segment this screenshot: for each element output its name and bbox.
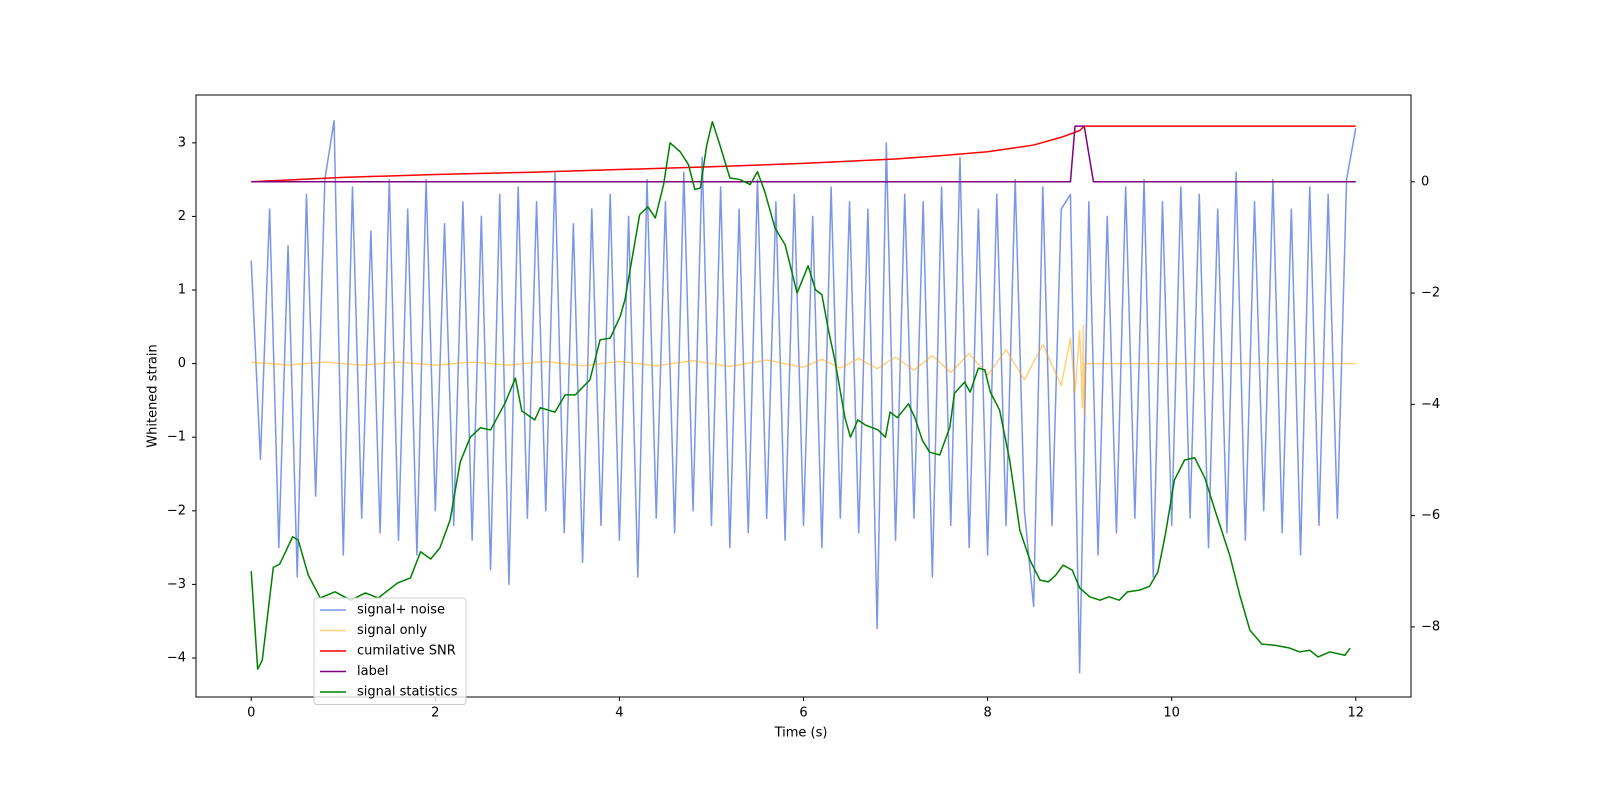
series-line: [250, 120, 1351, 670]
x-tick-label: 8: [983, 706, 991, 721]
legend-label: signal+ noise: [357, 603, 445, 618]
legend-label: cumilative SNR: [357, 644, 456, 659]
y2-tick-label: −8: [1421, 619, 1440, 634]
y2-tick-label: −4: [1421, 397, 1440, 412]
x-tick-label: 2: [431, 706, 439, 721]
y-tick-label: 3: [178, 135, 186, 150]
legend: signal+ noise signal only cumilative SNR la…: [313, 597, 467, 705]
x-tick-label: 0: [247, 706, 255, 721]
y-tick-label: −3: [167, 577, 186, 592]
y-axis-label: Whitened strain: [146, 344, 161, 447]
y-tick-label: −4: [167, 650, 186, 665]
y-tick-label: 2: [178, 209, 186, 224]
legend-label: label: [357, 664, 388, 679]
x-tick-label: 6: [799, 706, 807, 721]
legend-label: signal statistics: [357, 685, 458, 700]
y-tick-label: 1: [178, 283, 186, 298]
x-tick-label: 4: [615, 706, 623, 721]
y-tick-label: 0: [178, 356, 186, 371]
y-tick-label: −2: [167, 503, 186, 518]
y2-tick-label: −6: [1421, 508, 1440, 523]
legend-label: signal only: [357, 623, 427, 638]
y2-tick-label: −2: [1421, 286, 1440, 301]
legend-box: [313, 597, 467, 705]
x-tick-label: 10: [1163, 706, 1180, 721]
x-tick-label: 12: [1347, 706, 1364, 721]
series-line: [251, 125, 1356, 183]
series-line: [251, 125, 1356, 183]
plot-frame: [195, 94, 1412, 698]
y-tick-label: −1: [167, 430, 186, 445]
y2-tick-label: 0: [1421, 174, 1429, 189]
series-line: [251, 324, 1356, 416]
x-axis-label: Time (s): [774, 726, 828, 741]
series-line: [250, 120, 1357, 674]
